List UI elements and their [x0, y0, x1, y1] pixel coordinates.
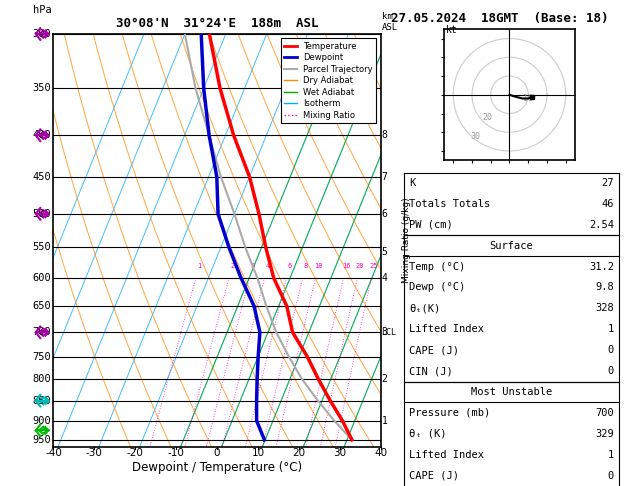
Text: 3: 3 [250, 263, 255, 269]
Text: 25: 25 [370, 263, 378, 269]
Text: 500: 500 [33, 209, 52, 219]
Text: kt: kt [446, 25, 457, 35]
Text: 30°08'N  31°24'E  188m  ASL: 30°08'N 31°24'E 188m ASL [116, 17, 318, 30]
Text: 329: 329 [595, 429, 614, 439]
Text: 350: 350 [33, 83, 52, 93]
Text: Dewpoint / Temperature (°C): Dewpoint / Temperature (°C) [132, 461, 302, 474]
Text: Lifted Index: Lifted Index [409, 450, 484, 460]
Text: 27: 27 [601, 178, 614, 188]
Text: 750: 750 [33, 351, 52, 362]
Text: 1: 1 [382, 416, 387, 426]
Legend: Temperature, Dewpoint, Parcel Trajectory, Dry Adiabat, Wet Adiabat, Isotherm, Mi: Temperature, Dewpoint, Parcel Trajectory… [281, 38, 376, 123]
Text: Temp (°C): Temp (°C) [409, 261, 465, 272]
Text: 0: 0 [608, 345, 614, 355]
Text: Lifted Index: Lifted Index [409, 324, 484, 334]
Text: 1: 1 [197, 263, 201, 269]
Text: 20: 20 [356, 263, 364, 269]
Text: km
ASL: km ASL [382, 12, 398, 32]
Text: 400: 400 [33, 130, 52, 140]
Text: 30: 30 [470, 132, 481, 140]
Text: 10: 10 [523, 94, 533, 103]
Text: 950: 950 [33, 435, 52, 445]
Text: 4: 4 [382, 273, 387, 283]
Text: CAPE (J): CAPE (J) [409, 345, 459, 355]
Text: 900: 900 [33, 416, 52, 426]
Text: θₜ(K): θₜ(K) [409, 303, 440, 313]
Text: 5: 5 [382, 247, 387, 258]
Text: 31.2: 31.2 [589, 261, 614, 272]
Text: CAPE (J): CAPE (J) [409, 470, 459, 481]
Text: 0: 0 [214, 448, 220, 458]
Text: 9.8: 9.8 [595, 282, 614, 293]
Text: 8: 8 [382, 130, 387, 140]
Text: 800: 800 [33, 374, 52, 384]
Text: 7: 7 [382, 172, 387, 182]
Text: 6: 6 [287, 263, 292, 269]
Text: 550: 550 [33, 243, 52, 252]
Text: 27.05.2024  18GMT  (Base: 18): 27.05.2024 18GMT (Base: 18) [391, 12, 609, 25]
Text: 1: 1 [608, 324, 614, 334]
Text: Surface: Surface [489, 241, 533, 251]
Text: hPa: hPa [33, 5, 52, 15]
Text: 1: 1 [608, 450, 614, 460]
Text: Mixing Ratio (g/kg): Mixing Ratio (g/kg) [402, 198, 411, 283]
Text: 10: 10 [252, 448, 264, 458]
Text: 450: 450 [33, 172, 52, 182]
Text: -30: -30 [86, 448, 103, 458]
Text: 10: 10 [314, 263, 323, 269]
Text: Most Unstable: Most Unstable [470, 387, 552, 397]
Text: CIN (J): CIN (J) [409, 366, 453, 376]
Text: 2.54: 2.54 [589, 220, 614, 230]
Text: -40: -40 [45, 448, 62, 458]
Text: K: K [409, 178, 415, 188]
Text: 20: 20 [482, 113, 492, 122]
Text: 4: 4 [265, 263, 270, 269]
Text: 328: 328 [595, 303, 614, 313]
Text: 600: 600 [33, 273, 52, 283]
Text: 650: 650 [33, 301, 52, 311]
Text: 2: 2 [230, 263, 234, 269]
Text: 40: 40 [374, 448, 387, 458]
Text: 0: 0 [608, 470, 614, 481]
Text: 8: 8 [303, 263, 308, 269]
Text: 2: 2 [382, 374, 387, 384]
Text: Dewp (°C): Dewp (°C) [409, 282, 465, 293]
Text: 46: 46 [601, 199, 614, 209]
Text: -20: -20 [127, 448, 143, 458]
Text: 30: 30 [333, 448, 346, 458]
Text: 700: 700 [595, 408, 614, 418]
Text: 20: 20 [292, 448, 305, 458]
Text: -10: -10 [168, 448, 184, 458]
Text: PW (cm): PW (cm) [409, 220, 453, 230]
Text: 3: 3 [382, 327, 387, 337]
Text: 16: 16 [342, 263, 350, 269]
Text: θₜ (K): θₜ (K) [409, 429, 447, 439]
Text: 700: 700 [33, 327, 52, 337]
Text: 300: 300 [33, 29, 52, 39]
Text: 850: 850 [33, 396, 52, 406]
Text: 6: 6 [382, 209, 387, 219]
Text: Totals Totals: Totals Totals [409, 199, 490, 209]
Text: 0: 0 [608, 366, 614, 376]
Text: Pressure (mb): Pressure (mb) [409, 408, 490, 418]
Text: LCL: LCL [381, 328, 396, 337]
